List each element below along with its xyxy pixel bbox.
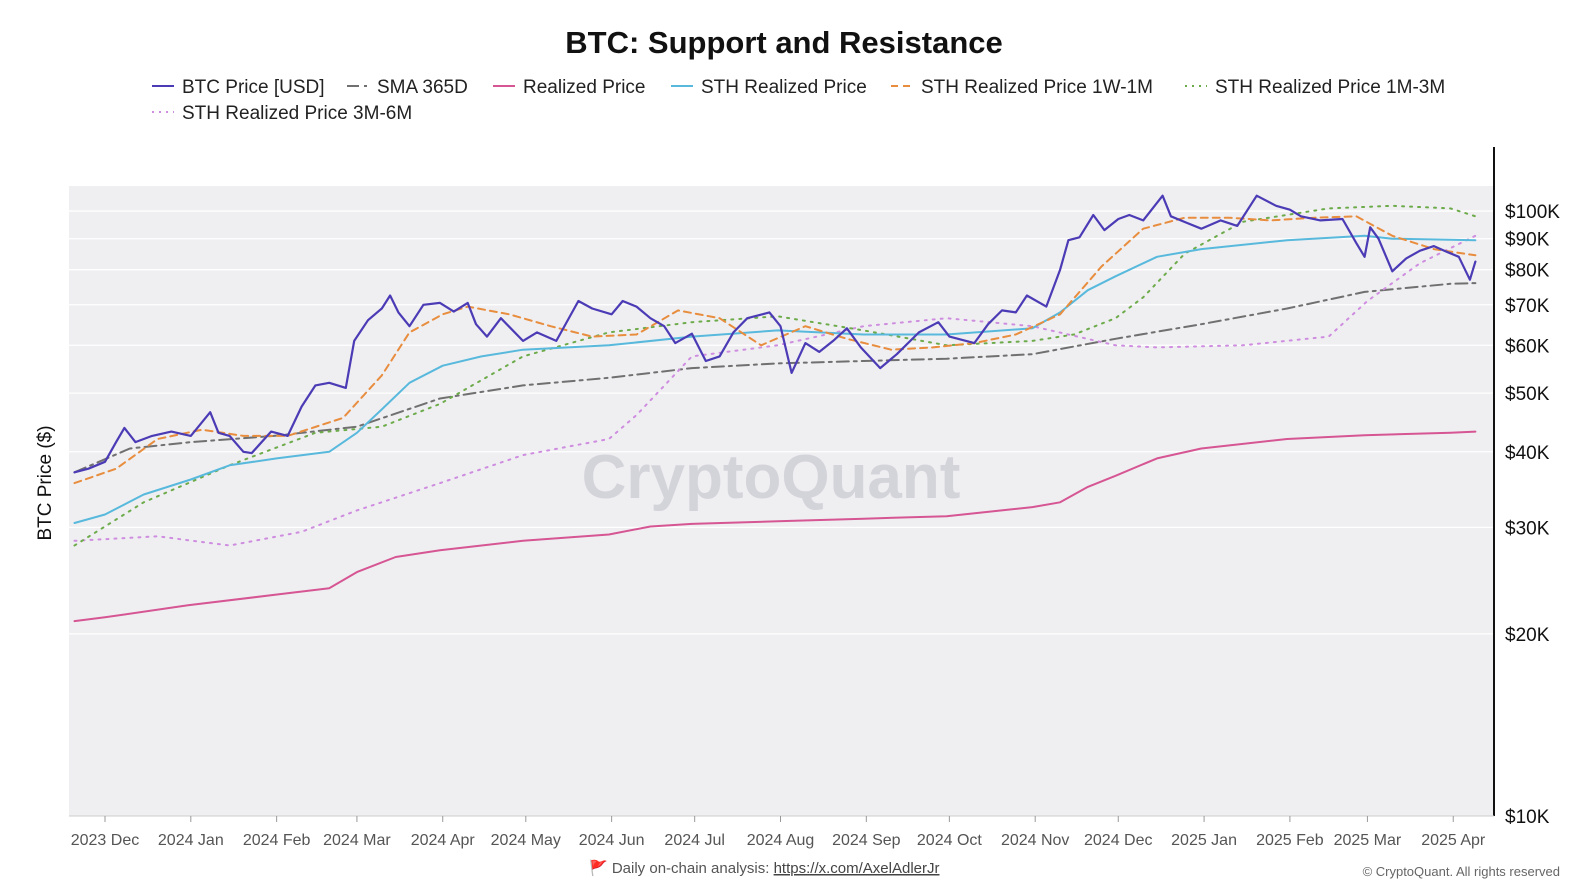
x-tick-label: 2023 Dec	[71, 832, 140, 849]
legend-label: SMA 365D	[377, 77, 468, 98]
series-group	[73, 194, 1477, 623]
y-tick-label: $100K	[1505, 202, 1560, 223]
plot-area	[69, 186, 1494, 816]
x-tick-label: 2024 May	[491, 832, 561, 849]
series-line-2	[73, 430, 1477, 623]
y-tick-label: $40K	[1505, 443, 1550, 464]
x-tick-label: 2024 Sep	[832, 832, 901, 849]
x-tick-label: 2024 Nov	[1001, 832, 1070, 849]
y-axis-label: BTC Price ($)	[35, 425, 56, 540]
chart-title: BTC: Support and Resistance	[565, 25, 1003, 60]
legend-label: Realized Price	[523, 77, 646, 98]
x-tick-label: 2024 Dec	[1084, 832, 1153, 849]
x-tick-label: 2024 Jun	[579, 832, 645, 849]
x-tick-label: 2025 Feb	[1256, 832, 1324, 849]
x-tick-label: 2024 Apr	[411, 832, 476, 849]
y-axis-ticks: $10K $20K $30K $40K $50K $60K $70K $80K $90K $100…	[1505, 202, 1560, 828]
copyright: © CryptoQuant. All rights reserved	[1363, 864, 1560, 879]
x-tick-label: 2024 Aug	[747, 832, 815, 849]
y-tick-label: $50K	[1505, 384, 1550, 405]
footer-note: 🚩 Daily on-chain analysis: https://x.com…	[589, 859, 939, 877]
x-axis-ticks: 2023 Dec 2024 Jan 2024 Feb 2024 Mar 2024 Apr…	[71, 816, 1486, 849]
footer-prefix: 🚩 Daily on-chain analysis:	[589, 859, 774, 877]
x-tick-label: 2025 Jan	[1171, 832, 1237, 849]
y-tick-label: $20K	[1505, 625, 1550, 646]
y-tick-label: $30K	[1505, 518, 1550, 539]
watermark: CryptoQuant	[582, 443, 961, 512]
y-tick-label: $80K	[1505, 261, 1550, 282]
x-tick-label: 2024 Oct	[917, 832, 982, 849]
legend-label: BTC Price [USD]	[182, 77, 325, 98]
x-tick-label: 2025 Mar	[1334, 832, 1402, 849]
x-tick-label: 2024 Mar	[323, 832, 391, 849]
x-tick-label: 2024 Jan	[158, 832, 224, 849]
legend-label: STH Realized Price	[701, 77, 867, 98]
footer-link[interactable]: https://x.com/AxelAdlerJr	[774, 860, 940, 877]
series-line-6	[73, 234, 1477, 547]
x-tick-label: 2024 Jul	[664, 832, 725, 849]
y-tick-label: $70K	[1505, 296, 1550, 317]
legend-label: STH Realized Price 1M-3M	[1215, 77, 1445, 98]
legend-label: STH Realized Price 3M-6M	[182, 103, 412, 124]
y-tick-label: $90K	[1505, 230, 1550, 251]
gridlines	[69, 210, 1494, 635]
series-line-1	[73, 282, 1477, 474]
x-tick-label: 2025 Apr	[1421, 832, 1486, 849]
series-line-5	[73, 204, 1477, 547]
legend: BTC Price [USD] SMA 365D Realized Price STH…	[152, 77, 1445, 124]
series-line-3	[73, 234, 1477, 524]
series-line-0	[73, 194, 1477, 474]
legend-label: STH Realized Price 1W-1M	[921, 77, 1153, 98]
x-tick-label: 2024 Feb	[243, 832, 311, 849]
y-tick-label: $60K	[1505, 336, 1550, 357]
y-tick-label: $10K	[1505, 807, 1550, 828]
